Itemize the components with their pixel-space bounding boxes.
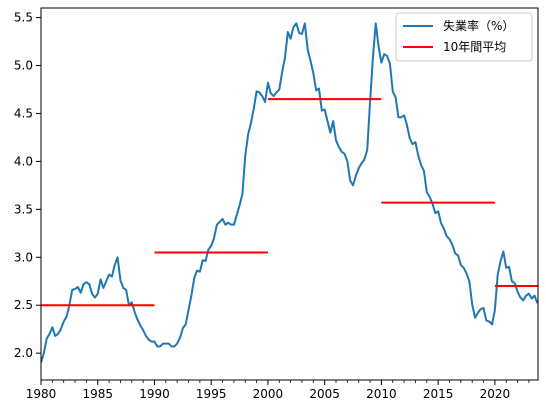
y-tick-label-0: 2.0 <box>14 346 33 360</box>
y-tick-label-1: 2.5 <box>14 298 33 312</box>
plot-area <box>40 7 539 381</box>
x-tick-label-1980: 1980 <box>26 387 57 401</box>
y-axis: 2.0 2.5 3.0 3.5 4.0 4.5 5.0 5.5 <box>14 11 41 360</box>
y-tick-label-4: 4.0 <box>14 154 33 168</box>
x-tick-label-1995: 1995 <box>196 387 227 401</box>
y-tick-label-7: 5.5 <box>14 11 33 25</box>
x-tick-label-1990: 1990 <box>139 387 170 401</box>
x-tick-label-2000: 2000 <box>253 387 284 401</box>
y-tick-label-3: 3.5 <box>14 202 33 216</box>
y-tick-label-5: 4.5 <box>14 106 33 120</box>
x-tick-label-2020: 2020 <box>480 387 511 401</box>
y-tick-label-2: 3.0 <box>14 250 33 264</box>
axes-frame <box>40 7 539 381</box>
x-tick-label-2010: 2010 <box>366 387 397 401</box>
legend-label-10yr-average: 10年間平均 <box>443 40 506 54</box>
x-tick-label-2005: 2005 <box>309 387 340 401</box>
x-tick-label-2015: 2015 <box>423 387 454 401</box>
series-line-unemployment <box>41 22 538 364</box>
legend-label-unemployment: 失業率（%） <box>443 18 514 33</box>
y-tick-label-6: 5.0 <box>14 59 33 73</box>
x-tick-label-1985: 1985 <box>82 387 113 401</box>
series-layer <box>41 22 538 364</box>
legend: 失業率（%） 10年間平均 <box>395 12 533 62</box>
x-axis: 1980 1985 1990 1995 2000 2005 2010 2015 2020 <box>26 380 530 401</box>
